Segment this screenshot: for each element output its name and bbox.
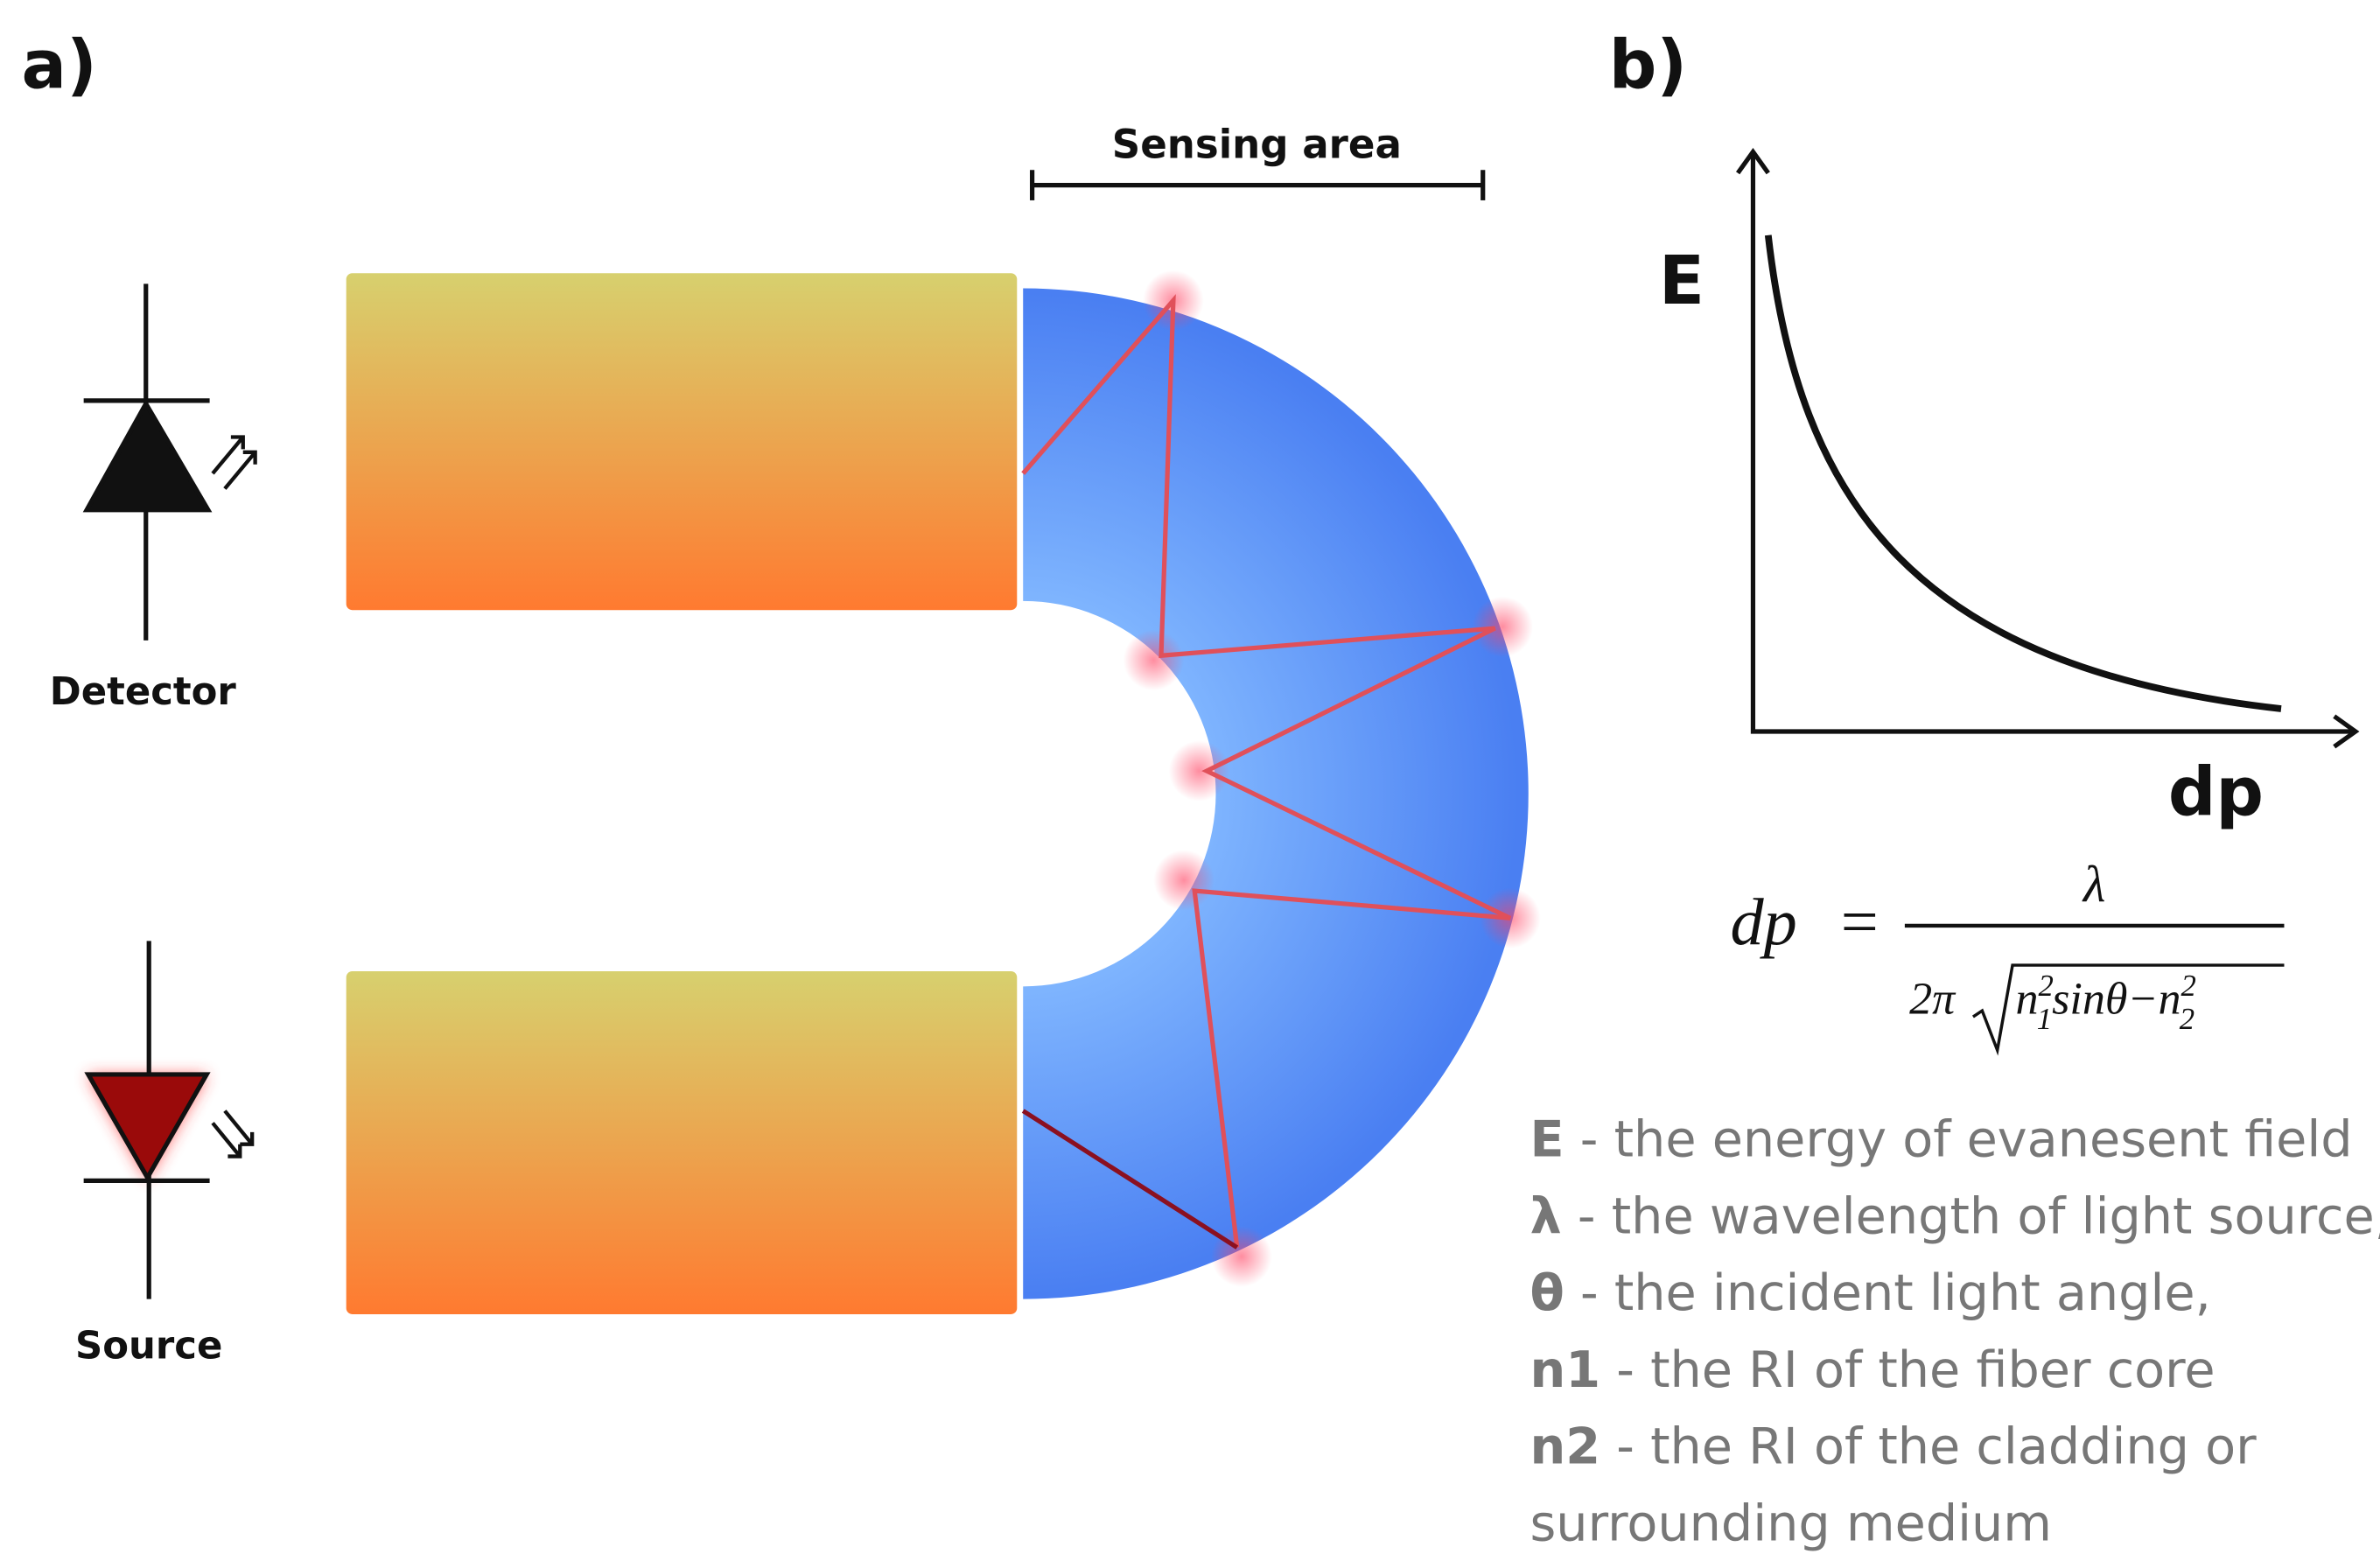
n2-sup: 2 bbox=[2181, 969, 2196, 1003]
legend-continuation: surrounding medium bbox=[1530, 1494, 2053, 1552]
legend-item: n2 - the RI of the cladding or bbox=[1530, 1418, 2258, 1476]
decay-curve bbox=[1768, 235, 2281, 709]
panel-label: a) bbox=[22, 26, 97, 104]
legend-item: n1 - the RI of the fiber core bbox=[1530, 1341, 2216, 1399]
x-axis-label: dp bbox=[2168, 752, 2264, 830]
legend-symbol: λ bbox=[1530, 1187, 1562, 1245]
middle: sinθ− bbox=[2052, 975, 2158, 1025]
n2: n bbox=[2158, 975, 2180, 1025]
legend-item: E - the energy of evanesent field bbox=[1530, 1111, 2353, 1169]
legend-text: - the energy of evanesent field bbox=[1564, 1111, 2353, 1169]
fiber-bottom bbox=[346, 971, 1018, 1314]
formula-equals: = bbox=[1837, 885, 1882, 959]
legend-text: - the wavelength of light source, bbox=[1562, 1187, 2380, 1245]
legend-text: - the RI of the cladding or bbox=[1600, 1418, 2257, 1476]
legend-item: θ - the incident light angle, bbox=[1530, 1264, 2211, 1322]
legend-symbol: n1 bbox=[1530, 1341, 1601, 1399]
n1-sub: 1 bbox=[2037, 1002, 2052, 1036]
sensing-label: Sensing area bbox=[1112, 121, 1402, 167]
sensing-bracket bbox=[1032, 170, 1483, 200]
formula-coefficient: 2π bbox=[1909, 975, 1956, 1025]
n2-sub: 2 bbox=[2180, 1002, 2194, 1036]
bent-fiber bbox=[1023, 289, 1529, 1299]
source-symbol bbox=[84, 941, 253, 1298]
legend-text: - the incident light angle, bbox=[1564, 1264, 2211, 1322]
legend-symbol: n2 bbox=[1530, 1418, 1601, 1476]
formula-numerator: λ bbox=[2082, 855, 2106, 913]
n1: n bbox=[2016, 975, 2039, 1025]
formula-lhs: dp bbox=[1730, 885, 1796, 959]
source-label: Source bbox=[75, 1324, 222, 1368]
page: {"panel_a": {"label": "a)", "sensing_are… bbox=[0, 0, 2380, 1554]
detector-symbol bbox=[84, 284, 256, 640]
figure: a) b) Sensing area Detector Source bbox=[0, 0, 2380, 1554]
panel-label: b) bbox=[1609, 26, 1688, 104]
detector-label: Detector bbox=[50, 670, 237, 714]
legend-symbol: E bbox=[1530, 1111, 1564, 1169]
legend-text: - the RI of the fiber core bbox=[1600, 1341, 2216, 1399]
fiber-top bbox=[346, 273, 1018, 610]
legend-symbol: θ bbox=[1530, 1264, 1564, 1322]
legend-item: λ - the wavelength of light source, bbox=[1530, 1187, 2380, 1245]
y-axis-label: E bbox=[1659, 242, 1704, 319]
graph-axes bbox=[1738, 151, 2356, 746]
